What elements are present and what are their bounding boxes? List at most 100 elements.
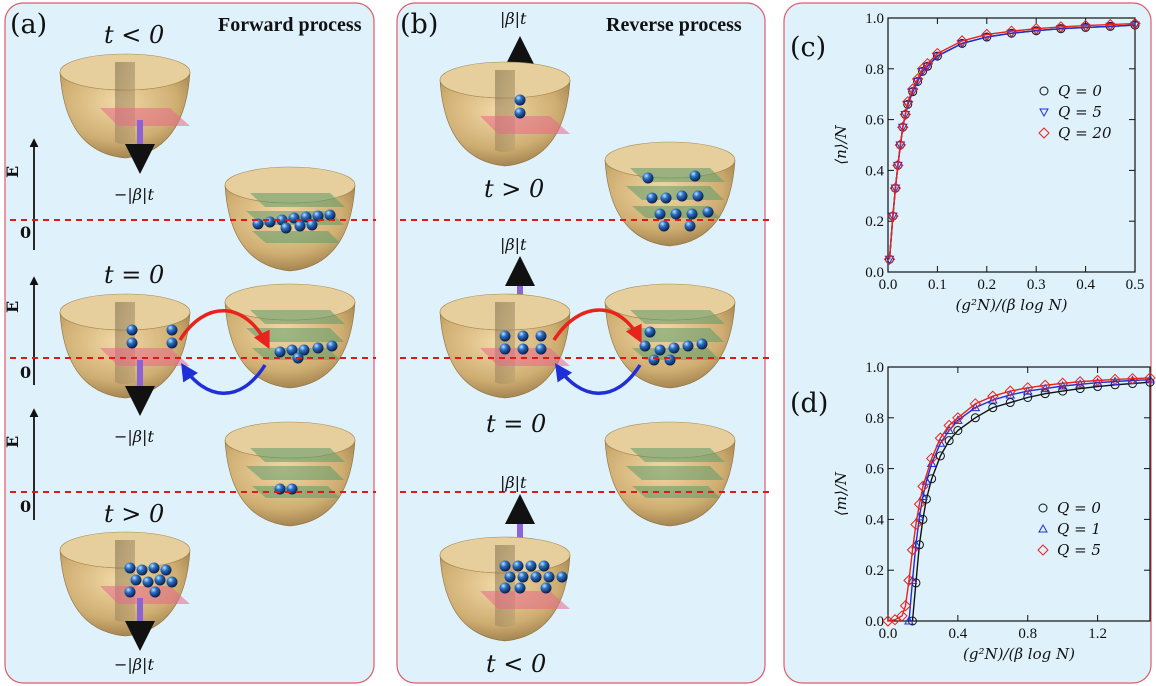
field-label-b-mid: |β|t bbox=[500, 235, 527, 254]
data-point bbox=[1005, 398, 1015, 408]
y-tick-label: 0.8 bbox=[865, 411, 884, 427]
panel-b-time-mid: t = 0 bbox=[486, 410, 546, 438]
data-point bbox=[1130, 21, 1140, 31]
legend-marker bbox=[1038, 503, 1048, 513]
energy-zero: 0 bbox=[20, 223, 31, 242]
svg-text:E: E bbox=[3, 436, 22, 448]
data-point bbox=[1022, 382, 1034, 394]
data-point bbox=[887, 210, 899, 222]
panel-b-label: (b) bbox=[400, 9, 438, 40]
legend-label: Q = 0 bbox=[1057, 499, 1101, 517]
data-point bbox=[913, 498, 926, 510]
blue-transfer-arrow-a bbox=[181, 363, 267, 395]
field-label-a-mid: −|β|t bbox=[114, 427, 154, 446]
panel-b: (b) Reverse process |β|t t > 0 |β|t bbox=[396, 2, 772, 684]
level-b-bot bbox=[480, 591, 570, 609]
panel-a-time-bot: t > 0 bbox=[104, 500, 164, 528]
y-tick-label: 0.0 bbox=[865, 265, 884, 281]
legend-label: Q = 5 bbox=[1058, 103, 1102, 121]
data-point bbox=[1079, 19, 1092, 32]
data-point bbox=[1058, 386, 1068, 396]
legend-label: Q = 0 bbox=[1058, 82, 1102, 100]
data-point bbox=[988, 403, 998, 413]
x-tick-label: 0.0 bbox=[879, 277, 898, 293]
data-point bbox=[883, 253, 896, 266]
panel-cd-frame bbox=[783, 2, 1152, 684]
data-point bbox=[1005, 25, 1018, 37]
panel-a-time-top: t < 0 bbox=[104, 21, 164, 49]
y-tick-label: 0.4 bbox=[865, 512, 884, 528]
data-point bbox=[1104, 18, 1117, 31]
data-point bbox=[952, 412, 964, 424]
legend-label: Q = 5 bbox=[1057, 541, 1101, 559]
data-point bbox=[1109, 373, 1121, 386]
data-point bbox=[907, 575, 918, 584]
plot-frame bbox=[887, 366, 1151, 622]
x-axis-label: (g²N)/(β log N) bbox=[956, 296, 1068, 314]
y-axis-label: ⟨m⟩/N bbox=[832, 471, 850, 516]
blue-transfer-arrow-b bbox=[555, 363, 642, 395]
legend-marker bbox=[1038, 523, 1048, 533]
data-point bbox=[894, 139, 907, 151]
data-point bbox=[953, 426, 963, 435]
level-a-bot bbox=[100, 586, 190, 604]
data-point bbox=[1144, 372, 1156, 384]
data-point bbox=[987, 390, 999, 402]
plot-frame bbox=[887, 17, 1136, 273]
field-label-a-top: −|β|t bbox=[114, 185, 154, 204]
series-line bbox=[888, 22, 1136, 260]
data-point bbox=[899, 108, 911, 121]
data-point bbox=[1039, 379, 1051, 391]
data-point bbox=[896, 610, 908, 622]
red-transfer-arrow-a bbox=[178, 309, 270, 350]
x-axis-label: (g²N)/(β log N) bbox=[963, 645, 1075, 663]
data-point bbox=[956, 35, 968, 47]
series-line bbox=[908, 379, 1151, 622]
data-point bbox=[1105, 22, 1116, 32]
x-tick-label: 0.8 bbox=[1018, 626, 1037, 642]
legend-label: Q = 1 bbox=[1057, 520, 1101, 538]
data-point bbox=[1074, 376, 1086, 388]
data-point bbox=[899, 600, 912, 612]
data-point bbox=[970, 413, 980, 423]
data-point bbox=[943, 419, 955, 432]
data-point bbox=[1056, 25, 1066, 34]
red-transfer-arrow-b bbox=[552, 308, 642, 344]
energy-label: E bbox=[3, 166, 22, 178]
x-tick-label: 0.1 bbox=[928, 277, 947, 293]
data-point bbox=[897, 121, 909, 133]
legend-marker bbox=[1039, 86, 1049, 96]
x-tick-label: 0.5 bbox=[1126, 277, 1145, 293]
energy-axis-a-2: E 0 bbox=[3, 276, 39, 385]
chart-c: 0.0 0.1 0.2 0.3 0.4 0.5 0.0 0.2 0.4 0.6 0.8 1.0 (g²N… bbox=[832, 11, 1144, 314]
legend-marker bbox=[1039, 108, 1049, 118]
data-point bbox=[882, 615, 894, 627]
field-label-b-top: |β|t bbox=[500, 9, 527, 28]
data-point bbox=[1004, 385, 1016, 397]
panel-b-title: Reverse process bbox=[606, 14, 742, 36]
y-tick-label: 0.0 bbox=[865, 614, 884, 630]
data-point bbox=[889, 614, 901, 626]
data-point bbox=[969, 398, 982, 410]
data-point bbox=[934, 432, 947, 444]
legend-marker bbox=[1038, 127, 1050, 139]
data-point bbox=[889, 182, 902, 194]
data-point bbox=[925, 452, 938, 465]
data-point bbox=[1129, 17, 1141, 30]
data-point bbox=[981, 28, 993, 41]
data-point bbox=[931, 47, 944, 60]
panel-a-title: Forward process bbox=[218, 14, 362, 36]
legend-label: Q = 20 bbox=[1058, 124, 1112, 142]
data-point bbox=[935, 451, 945, 461]
field-label-b-bot: |β|t bbox=[500, 473, 527, 492]
panel-c-label: (c) bbox=[790, 32, 826, 63]
panel-b-time-top: t > 0 bbox=[484, 175, 544, 203]
x-tick-label: 0.3 bbox=[1027, 277, 1046, 293]
panel-a: (a) Forward process t < 0 −|β|t E 0 t = … bbox=[3, 2, 376, 684]
y-axis-label: ⟨n⟩/N bbox=[832, 124, 850, 164]
legend-marker bbox=[1037, 544, 1049, 556]
energy-axis-a-3: E 0 bbox=[3, 408, 39, 520]
svg-text:E: E bbox=[3, 301, 22, 313]
y-tick-label: 0.4 bbox=[865, 163, 884, 179]
